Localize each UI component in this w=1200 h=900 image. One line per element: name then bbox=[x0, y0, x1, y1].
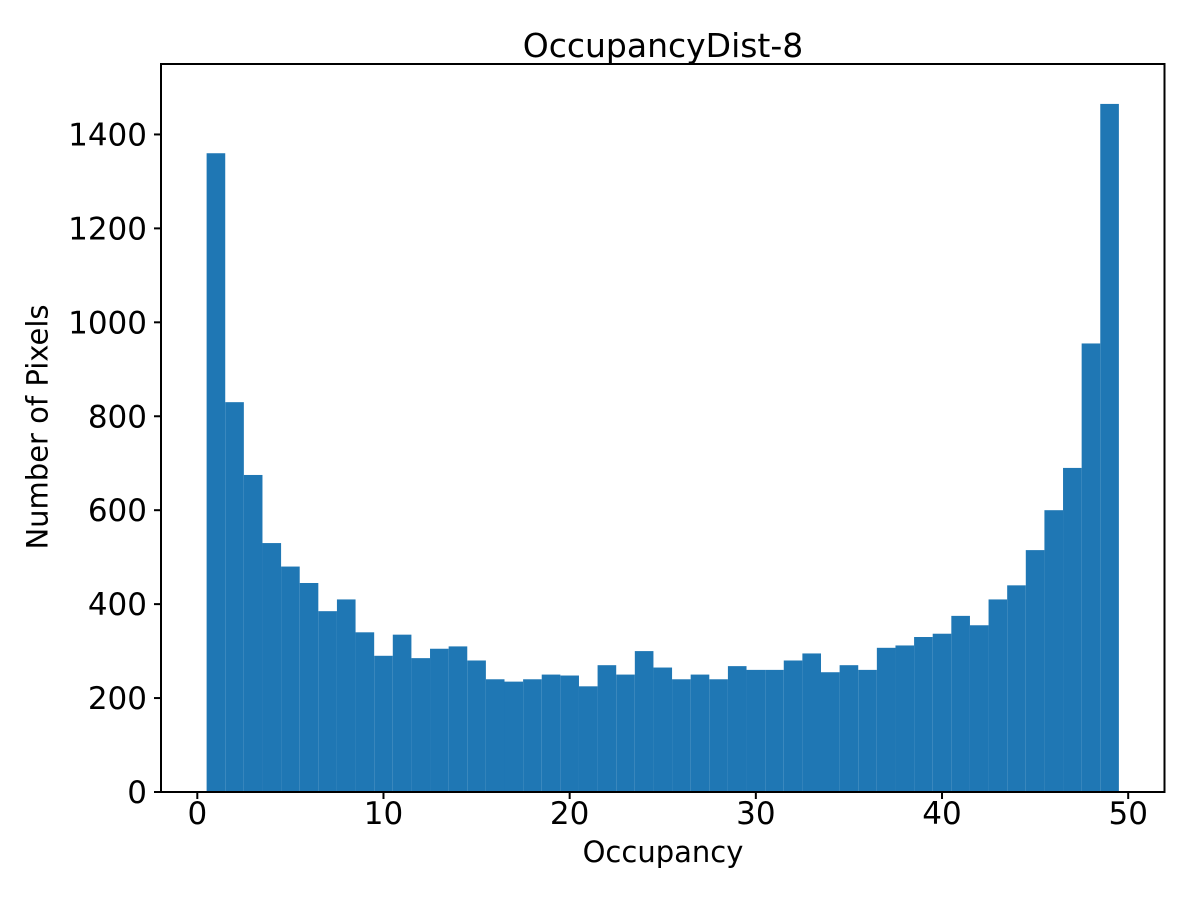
histogram-bar bbox=[969, 625, 989, 792]
histogram-bar bbox=[895, 645, 915, 792]
histogram-bar bbox=[821, 672, 840, 792]
histogram-bar bbox=[839, 665, 859, 792]
histogram-bar bbox=[1100, 103, 1119, 792]
histogram-bar bbox=[1044, 510, 1064, 792]
histogram-bar bbox=[392, 634, 412, 792]
histogram-bar bbox=[876, 647, 896, 792]
y-tick-label: 1000 bbox=[68, 305, 147, 341]
y-axis-label: Number of Pixels bbox=[20, 304, 55, 550]
histogram-bar bbox=[672, 679, 691, 792]
histogram-bar bbox=[243, 474, 263, 792]
y-tick-label: 200 bbox=[88, 681, 147, 717]
x-tick-label: 0 bbox=[187, 796, 207, 832]
histogram-bar bbox=[374, 655, 393, 792]
histogram-bar bbox=[225, 402, 244, 792]
x-tick-label: 10 bbox=[364, 796, 403, 832]
x-axis-label: Occupancy bbox=[582, 835, 744, 869]
histogram-bar bbox=[765, 669, 784, 792]
histogram-bar bbox=[336, 599, 356, 792]
histogram-bar bbox=[485, 679, 505, 792]
histogram-bar bbox=[541, 674, 561, 792]
histogram-bar bbox=[448, 646, 468, 792]
x-tick-label: 20 bbox=[550, 796, 589, 832]
histogram-bar bbox=[597, 665, 617, 792]
histogram-bar bbox=[1063, 467, 1082, 792]
histogram-bar bbox=[1081, 343, 1101, 792]
histogram-bar bbox=[318, 611, 337, 792]
x-tick-label: 40 bbox=[922, 796, 961, 832]
histogram-bar bbox=[523, 679, 542, 792]
y-tick-label: 0 bbox=[127, 775, 147, 811]
histogram-bar bbox=[653, 667, 673, 792]
histogram-bar bbox=[411, 658, 431, 792]
histogram-bar bbox=[727, 666, 747, 792]
histogram-bar bbox=[430, 648, 449, 792]
histogram-bar bbox=[206, 153, 226, 792]
histogram-bar bbox=[932, 633, 952, 792]
plot-border bbox=[160, 63, 1166, 793]
histogram-bar bbox=[690, 674, 710, 792]
y-tick-label: 400 bbox=[88, 587, 147, 623]
histogram-bar bbox=[504, 681, 524, 792]
histogram-bar bbox=[634, 651, 654, 792]
y-tick-label: 1200 bbox=[68, 211, 147, 247]
histogram-bar bbox=[299, 582, 319, 792]
histogram-bar bbox=[951, 615, 970, 792]
histogram-bar bbox=[355, 632, 375, 792]
x-tick-label: 30 bbox=[736, 796, 775, 832]
histogram-bar bbox=[914, 637, 933, 792]
histogram-bar bbox=[1025, 550, 1045, 792]
y-tick-label: 600 bbox=[88, 493, 147, 529]
histogram-bar bbox=[802, 653, 822, 792]
histogram-bar bbox=[783, 660, 803, 792]
y-tick-label: 1400 bbox=[68, 117, 147, 153]
histogram-bar bbox=[858, 669, 877, 792]
histogram-bar bbox=[1007, 585, 1026, 792]
histogram-bar bbox=[262, 543, 282, 792]
histogram-bar bbox=[616, 674, 635, 792]
histogram-bar bbox=[709, 679, 728, 792]
histogram-bar bbox=[746, 669, 766, 792]
y-tick-label: 800 bbox=[88, 399, 147, 435]
histogram-bar bbox=[578, 686, 598, 792]
histogram-bar bbox=[988, 599, 1008, 792]
histogram-bar bbox=[560, 675, 579, 792]
x-tick-label: 50 bbox=[1108, 796, 1147, 832]
histogram-bar bbox=[281, 566, 300, 792]
histogram-bar bbox=[467, 660, 486, 792]
chart-title: OccupancyDist-8 bbox=[522, 26, 804, 65]
